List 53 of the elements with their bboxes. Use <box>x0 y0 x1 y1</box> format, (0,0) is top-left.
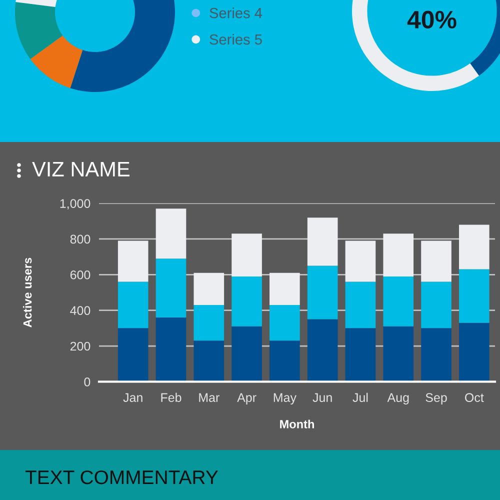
bar <box>232 234 262 276</box>
x-tick-label: May <box>274 393 296 404</box>
x-tick-label: Jan <box>123 393 142 402</box>
bar <box>307 266 338 320</box>
bar <box>194 304 224 341</box>
text: 40% <box>407 10 456 29</box>
y-tick-label: 1,000 <box>60 199 90 210</box>
y-tick-label: 800 <box>70 234 90 244</box>
bar <box>156 258 186 318</box>
y-tick-label: 0 <box>84 378 90 386</box>
bar <box>459 224 490 270</box>
bar <box>345 240 376 282</box>
y-tick-label: 200 <box>70 342 90 351</box>
legend-label: Series 5 <box>210 34 262 45</box>
bar <box>307 218 338 266</box>
x-tick-label: Jun <box>312 393 332 402</box>
bar <box>156 208 186 259</box>
legend-label: Series 4 <box>210 8 262 18</box>
bar <box>421 282 452 328</box>
bar <box>118 282 148 328</box>
bar <box>459 322 490 382</box>
bar <box>459 269 490 323</box>
y-axis-title: Active users <box>22 258 32 328</box>
x-tick-label: Feb <box>161 392 182 402</box>
bar <box>194 272 224 305</box>
bar <box>345 328 376 382</box>
bar <box>156 317 186 382</box>
bar <box>232 276 262 326</box>
y-tick-label: 400 <box>70 306 90 315</box>
bar <box>421 240 452 282</box>
bar <box>270 340 300 382</box>
bar <box>194 340 224 382</box>
bar <box>307 319 338 382</box>
x-tick-label: Jul <box>352 392 368 402</box>
bar <box>270 272 300 305</box>
x-tick-label: Aug <box>387 393 409 404</box>
bar <box>383 234 414 276</box>
x-tick-label: Mar <box>199 393 220 402</box>
bar <box>232 326 262 382</box>
bar <box>421 328 452 382</box>
bar <box>270 304 300 341</box>
bar <box>118 240 148 282</box>
text: TEXT COMMENTARY <box>25 470 218 484</box>
bar <box>345 282 376 328</box>
y-tick-label: 600 <box>70 270 90 280</box>
bar <box>383 326 414 382</box>
x-tick-label: Oct <box>465 393 484 402</box>
bar <box>383 276 414 326</box>
x-tick-label: Sep <box>426 393 447 404</box>
bar <box>118 328 148 382</box>
x-tick-label: Apr <box>237 393 256 404</box>
chart-title: VIZ NAME <box>32 162 130 176</box>
x-axis-title: Month <box>280 420 314 428</box>
